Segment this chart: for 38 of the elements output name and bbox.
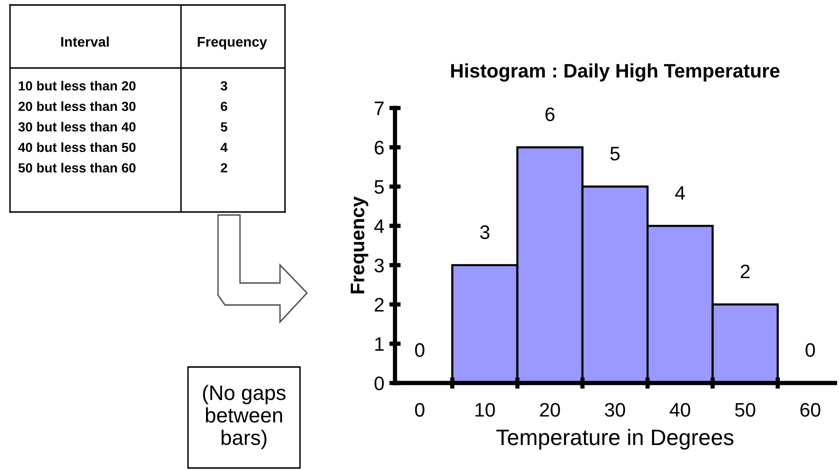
- y-tick-label: 6: [374, 140, 384, 155]
- category-label: 30 but less than 40: [18, 122, 136, 132]
- data-label: 0: [806, 343, 815, 357]
- x-tick-label: 0: [415, 402, 424, 417]
- y-tick-label: 4: [374, 220, 384, 233]
- text: Interval: [61, 36, 109, 47]
- data-label: 3: [480, 225, 490, 240]
- y-tick-label: 5: [374, 180, 384, 194]
- x-tick-label: 10: [475, 402, 495, 417]
- chart-title: Histogram : Daily High Temperature: [451, 63, 780, 82]
- data-label: 6: [545, 107, 554, 122]
- text: (No gaps between bars): [203, 384, 286, 450]
- y-tick-label: 3: [374, 258, 384, 272]
- x-tick-label: 30: [604, 402, 626, 417]
- y-tick-label: 7: [374, 102, 384, 116]
- x-axis-title: Temperature in Degrees: [496, 428, 734, 450]
- data-label: 4: [220, 142, 228, 152]
- data-label: 6: [220, 102, 228, 112]
- x-tick-label: 40: [670, 402, 690, 417]
- data-label: 0: [415, 343, 424, 357]
- data-label: 2: [740, 264, 750, 278]
- data-label: 4: [675, 186, 685, 200]
- y-tick-label: 2: [374, 298, 384, 312]
- x-tick-label: 60: [800, 402, 820, 417]
- y-tick-label: 0: [374, 376, 384, 390]
- data-label: 5: [610, 146, 620, 161]
- x-tick-label: 20: [540, 402, 560, 417]
- category-label: 40 but less than 50: [18, 142, 136, 152]
- data-label: 3: [220, 81, 228, 91]
- data-label: 2: [220, 163, 228, 172]
- text: Frequency: [198, 37, 268, 50]
- category-label: 10 but less than 20: [18, 80, 136, 91]
- category-label: 20 but less than 30: [18, 101, 136, 112]
- category-label: 50 but less than 60: [18, 162, 136, 173]
- y-axis-title: Frequency: [350, 196, 368, 294]
- x-tick-label: 50: [735, 402, 756, 417]
- y-tick-label: 1: [375, 337, 384, 351]
- data-label: 5: [220, 122, 228, 132]
